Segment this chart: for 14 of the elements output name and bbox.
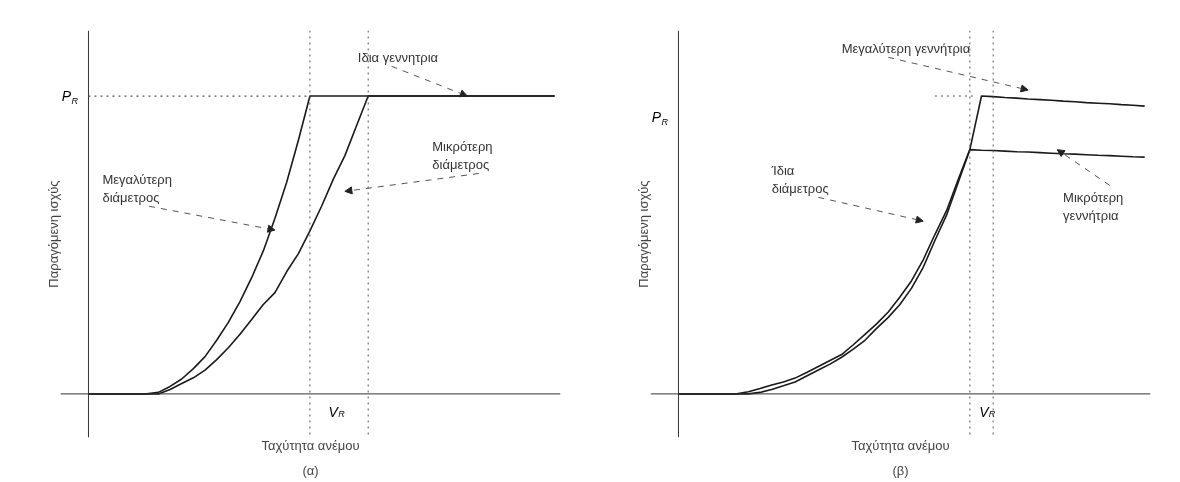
text: VR (979, 403, 996, 420)
annotation: Μικρότερη διάμετρος (432, 139, 493, 173)
x-axis-title: Ταχύτητα ανέμου (261, 437, 360, 453)
annotation: Μεγαλύτερη διάμετρος (102, 171, 172, 205)
y-axis-title: Παραγόμενη ισχύς (635, 180, 651, 288)
text: (α) (302, 462, 319, 478)
annotation: Ίδια διάμετρος (770, 162, 829, 196)
text: Μεγαλύτερη γεννήτρια (841, 40, 971, 56)
text: (β) (892, 462, 909, 478)
text: Ιδια γεννητρια (357, 49, 439, 65)
text: VR (328, 403, 346, 420)
annotation: Μικρότερη γεννήτρια (1063, 189, 1124, 223)
y-axis-title: Παραγόμενη ισχύς (45, 180, 61, 288)
x-axis-title: Ταχύτητα ανέμου (851, 437, 950, 453)
